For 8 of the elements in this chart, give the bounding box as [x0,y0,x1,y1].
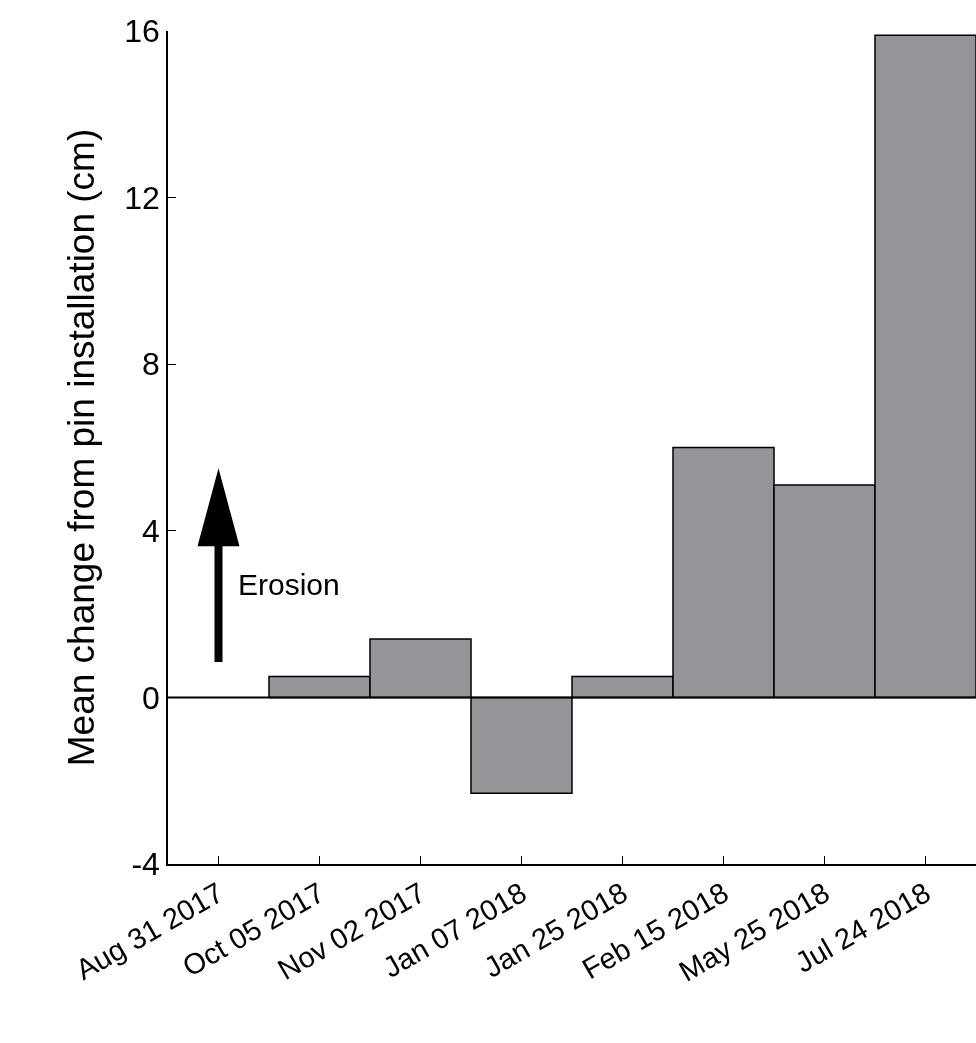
y-tick-label: 12 [124,179,160,216]
y-tick-label: -4 [131,846,160,883]
y-tick-label: 16 [124,13,160,50]
y-tick-label: 0 [142,679,160,716]
y-tick-label: 4 [142,513,160,549]
annotation: Erosion [238,568,340,601]
y-tick-label: 8 [142,346,160,383]
y-axis-title: Mean change from pin installation (cm) [61,128,103,767]
